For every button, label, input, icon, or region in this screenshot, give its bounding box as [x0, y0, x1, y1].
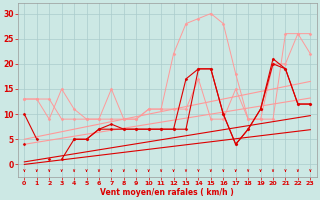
X-axis label: Vent moyen/en rafales ( km/h ): Vent moyen/en rafales ( km/h ) [100, 188, 234, 197]
